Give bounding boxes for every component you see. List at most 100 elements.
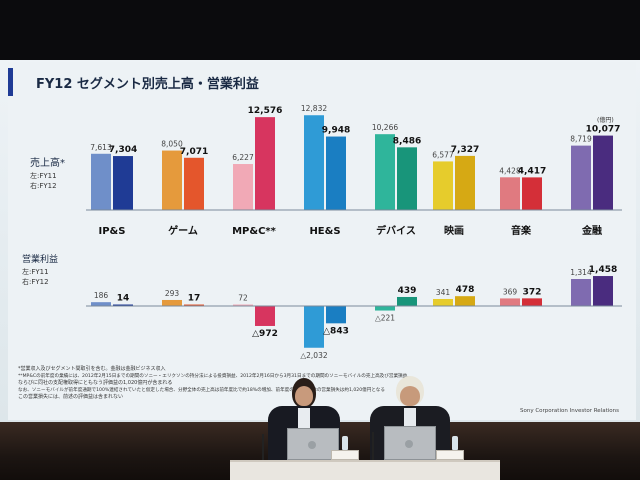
income-bar-fy11-6 xyxy=(500,298,520,306)
category-label-2: MP&C** xyxy=(232,226,277,237)
sales-bar-fy12-5 xyxy=(455,155,475,210)
note-line-5: この営業損失には、前述の評価益は含まれない xyxy=(18,393,123,400)
category-labels: IP&S ゲーム MP&C** HE&S デバイス 映画 音楽 金融 xyxy=(99,224,602,237)
presenter-right-face xyxy=(400,386,420,406)
income-label-fy12-4: 439 xyxy=(398,286,417,296)
note-line-3: ならびに同社の支配権取得にともなう評価益の1,020億円が含まれる xyxy=(18,379,172,386)
sales-label-fy11-1: 8,050 xyxy=(161,140,183,149)
income-label-fy12-7: 1,458 xyxy=(589,265,617,275)
nameplate-right xyxy=(436,450,464,460)
sales-bar-fy11-6 xyxy=(500,177,520,210)
category-label-7: 金融 xyxy=(581,224,602,237)
income-bar-fy12-3 xyxy=(326,306,346,324)
income-label-fy11-0: 186 xyxy=(94,291,109,300)
sales-label-fy11-4: 10,266 xyxy=(372,123,398,132)
laptop-left xyxy=(287,428,339,460)
sales-label-fy12-3: 9,948 xyxy=(322,126,350,136)
income-legend-fy11: 左:FY11 xyxy=(22,267,49,276)
sales-label-fy12-2: 12,576 xyxy=(248,106,283,116)
income-label-fy11-5: 341 xyxy=(436,288,451,297)
income-label-fy11-4: △221 xyxy=(375,314,395,323)
microphone-left xyxy=(262,434,264,460)
income-bar-fy11-7 xyxy=(571,279,591,306)
income-bar-fy12-4 xyxy=(397,296,417,306)
category-label-3: HE&S xyxy=(309,226,340,237)
sales-bar-fy11-4 xyxy=(375,134,395,210)
sales-bar-fy12-2 xyxy=(255,117,275,210)
income-bar-fy11-2 xyxy=(233,304,253,306)
income-label-fy12-2: △972 xyxy=(252,329,278,339)
unit-label: (億円) xyxy=(597,116,614,124)
income-label-fy12-0: 14 xyxy=(117,294,130,304)
footer-text: Sony Corporation Investor Relations xyxy=(520,408,619,414)
income-bar-fy11-1 xyxy=(162,299,182,306)
sales-label-fy12-6: 4,417 xyxy=(518,166,546,176)
sales-label-fy12-4: 8,486 xyxy=(393,136,421,146)
income-legend-fy12: 右:FY12 xyxy=(22,277,49,286)
income-bar-fy11-5 xyxy=(433,298,453,306)
sales-label-fy11-2: 6,227 xyxy=(232,153,254,162)
income-label-fy11-7: 1,314 xyxy=(570,268,592,277)
sales-bars: 7,613 8,050 6,227 12,832 10,266 6,577 4,428 8,7… xyxy=(90,104,620,210)
income-bar-fy11-3 xyxy=(304,306,324,348)
sales-bar-fy11-0 xyxy=(91,153,111,210)
sales-bar-fy12-3 xyxy=(326,136,346,210)
income-bar-fy12-7 xyxy=(593,276,613,306)
sales-label-fy11-7: 8,719 xyxy=(570,135,592,144)
sales-legend-fy11: 左:FY11 xyxy=(30,171,57,180)
income-bar-fy12-1 xyxy=(184,304,204,306)
presenter-left-shirt xyxy=(298,408,310,428)
income-label-fy12-5: 478 xyxy=(456,285,475,295)
sales-label-fy11-5: 6,577 xyxy=(432,150,454,159)
sales-label-fy11-3: 12,832 xyxy=(301,104,327,113)
income-bars: 186 293 72 △2,032 △221 341 369 1,314 14 17 △972 △84… xyxy=(91,265,617,360)
category-label-0: IP&S xyxy=(99,226,126,237)
sales-label-fy11-0: 7,613 xyxy=(90,143,112,152)
sales-label-fy12-5: 7,327 xyxy=(451,145,479,155)
nameplate-left xyxy=(331,450,359,460)
note-line-4: なお、ソニーモバイルが前年度通期で100%連結されていたと仮定した場合、分野全体… xyxy=(18,386,385,393)
income-bar-fy11-0 xyxy=(91,302,111,306)
laptop-right xyxy=(384,426,436,460)
microphone-right xyxy=(372,432,374,460)
category-label-5: 映画 xyxy=(444,224,464,237)
sales-label-fy12-1: 7,071 xyxy=(180,147,208,157)
sales-bar-fy12-6 xyxy=(522,177,542,210)
presenter-left-face xyxy=(295,386,313,406)
water-bottle-left xyxy=(342,436,348,450)
income-label-fy11-3: △2,032 xyxy=(300,351,327,360)
segment-chart: FY12 セグメント別売上高・営業利益 (億円) 売上高* 左:FY11 右:F… xyxy=(8,62,636,420)
sales-bar-fy11-3 xyxy=(304,115,324,210)
income-label-fy11-1: 293 xyxy=(165,289,180,298)
sales-bar-fy11-5 xyxy=(433,161,453,210)
income-bar-fy12-0 xyxy=(113,304,133,306)
income-bar-fy12-2 xyxy=(255,306,275,326)
category-label-1: ゲーム xyxy=(168,224,198,237)
category-label-6: 音楽 xyxy=(511,224,532,237)
sales-label-fy12-7: 10,077 xyxy=(586,125,621,135)
sales-label: 売上高* xyxy=(30,156,65,169)
note-line-1: *営業収入及びセグメント間取引を含む。金融は金融ビジネス収入 xyxy=(18,365,166,372)
income-label-fy11-6: 369 xyxy=(503,287,518,296)
category-label-4: デバイス xyxy=(376,224,416,237)
income-label-fy12-1: 17 xyxy=(188,294,201,304)
income-bar-fy11-4 xyxy=(375,306,395,311)
sales-label-fy11-6: 4,428 xyxy=(499,166,521,175)
sales-legend-fy12: 右:FY12 xyxy=(30,181,57,190)
presentation-screen: FY12 セグメント別売上高・営業利益 (億円) 売上高* 左:FY11 右:F… xyxy=(0,60,640,422)
sales-bar-fy12-7 xyxy=(593,135,613,210)
water-bottle-right xyxy=(452,436,458,450)
conference-table xyxy=(230,460,500,480)
presenter-right-shirt xyxy=(404,408,416,428)
income-bar-fy12-5 xyxy=(455,296,475,306)
sales-bar-fy12-4 xyxy=(397,147,417,210)
title-accent xyxy=(8,68,13,96)
sales-bar-fy12-0 xyxy=(113,156,133,210)
sales-bar-fy12-1 xyxy=(184,157,204,210)
sales-bar-fy11-7 xyxy=(571,145,591,210)
sales-bar-fy11-1 xyxy=(162,150,182,210)
income-bar-fy12-6 xyxy=(522,298,542,306)
slide-title: FY12 セグメント別売上高・営業利益 xyxy=(36,76,259,92)
sales-label-fy12-0: 7,304 xyxy=(109,145,137,155)
income-label-fy11-2: 72 xyxy=(238,294,248,303)
